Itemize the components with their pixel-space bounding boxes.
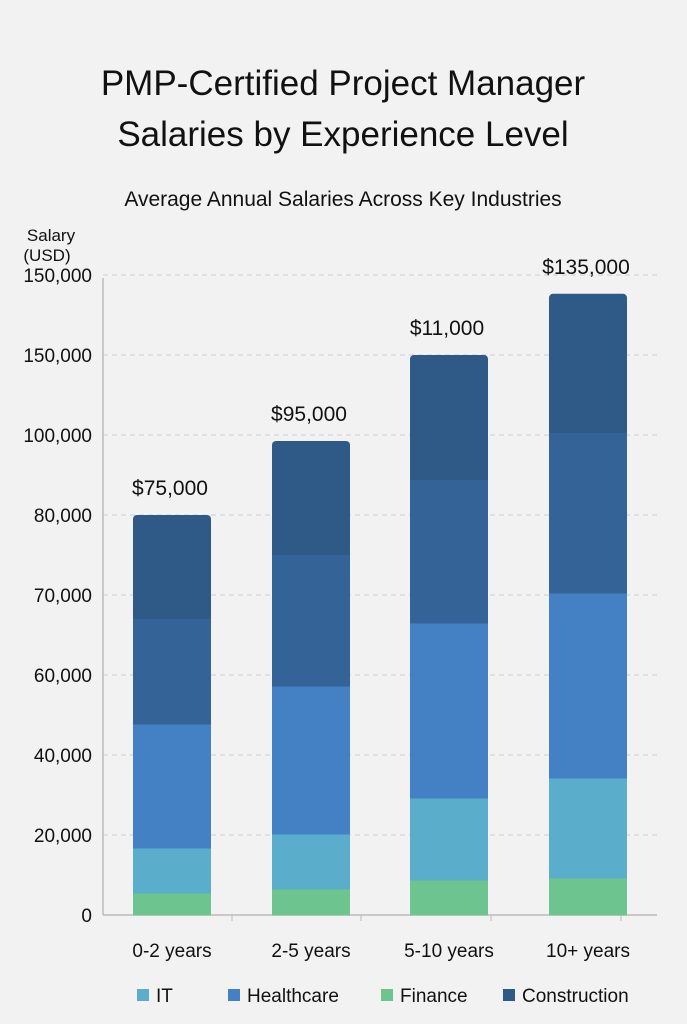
legend-swatch [381, 989, 393, 1001]
x-tick-label: 5-10 years [404, 941, 494, 962]
legend-item-construction: Construction [503, 986, 629, 1007]
legend-item-finance: Finance [381, 986, 468, 1007]
legend-label: Construction [522, 986, 629, 1007]
data-label: $135,000 [542, 256, 630, 279]
bar-segment-finance [549, 878, 627, 916]
y-tick-label: 0 [81, 906, 92, 927]
y-tick-label: 80,000 [34, 506, 92, 527]
bar-segment-it [272, 834, 350, 890]
bar-segment-finance [272, 889, 350, 916]
bar-segment-fill [133, 521, 211, 619]
y-tick-label: 150,000 [23, 346, 92, 367]
legend-swatch [137, 989, 149, 1001]
data-label: $95,000 [271, 403, 347, 426]
bar-0-2-years: $75,000 0-2 years [132, 477, 212, 962]
legend-label: Finance [400, 986, 468, 1007]
y-tick-label: 100,000 [23, 426, 92, 447]
legend-item-it: IT [137, 986, 173, 1007]
bar-5-10-years: $11,000 5-10 years [404, 317, 494, 962]
x-tick-label: 10+ years [546, 941, 630, 962]
chart-title-line-1: PMP-Certified Project Manager [101, 64, 586, 103]
bar-segment-layer [410, 480, 488, 624]
y-tick-label: 40,000 [34, 746, 92, 767]
bar-segment-it [410, 798, 488, 881]
bar-segment-fill [549, 299, 627, 433]
y-tick-label: 70,000 [34, 586, 92, 607]
chart-title-line-2: Salaries by Experience Level [117, 115, 568, 154]
bar-segment-healthcare [549, 593, 627, 779]
bar-segment-healthcare [410, 623, 488, 799]
legend-item-healthcare: Healthcare [228, 986, 339, 1007]
bar-segment-finance [410, 880, 488, 916]
data-label: $75,000 [132, 477, 208, 500]
bar-segment-fill [272, 447, 350, 555]
bar-segment-it [549, 778, 627, 879]
y-tick-label: 150,000 [23, 266, 92, 287]
chart-subtitle: Average Annual Salaries Across Key Indus… [124, 188, 561, 211]
x-tick-label: 0-2 years [132, 941, 211, 962]
y-axis-label-line-2: (USD) [23, 246, 70, 265]
bar-segment-layer [133, 619, 211, 725]
bar-segment-finance [133, 893, 211, 916]
legend-label: IT [156, 986, 173, 1007]
legend-swatch [228, 989, 240, 1001]
y-axis-label-line-1: Salary [27, 226, 76, 245]
bar-segment-fill [410, 361, 488, 480]
bar-segment-layer [272, 555, 350, 687]
bar-segment-healthcare [133, 724, 211, 849]
data-label: $11,000 [410, 317, 484, 340]
y-tick-label: 60,000 [34, 666, 92, 687]
legend-swatch [503, 989, 515, 1001]
bar-2-5-years: $95,000 2-5 years [271, 403, 351, 962]
bar-segment-layer [549, 433, 627, 594]
bar-segment-healthcare [272, 686, 350, 835]
y-tick-label: 20,000 [34, 826, 92, 847]
bar-10-years: $135,000 10+ years [542, 256, 630, 962]
x-tick-label: 2-5 years [271, 941, 350, 962]
legend-label: Healthcare [247, 986, 339, 1007]
bar-segment-it [133, 848, 211, 894]
